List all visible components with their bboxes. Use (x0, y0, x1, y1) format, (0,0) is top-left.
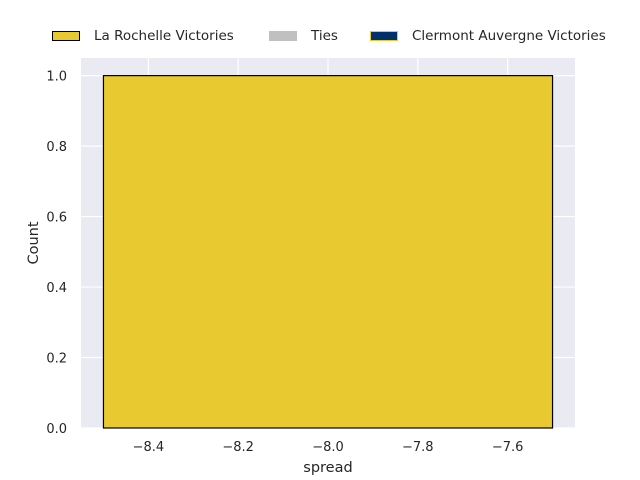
legend-item-clermont: Clermont Auvergne Victories (370, 26, 606, 46)
y-tick-label: 1.0 (46, 70, 67, 85)
y-tick-label: 0.0 (46, 422, 67, 437)
bar (102, 75, 554, 429)
legend-label-ties: Ties (311, 28, 338, 44)
x-tick-label: −7.6 (492, 440, 524, 455)
y-tick-label: 0.4 (46, 281, 67, 296)
y-axis-label: Count (26, 221, 42, 264)
legend: La Rochelle Victories Ties Clermont Auve… (0, 26, 640, 48)
legend-swatch-clermont (370, 31, 398, 41)
y-tick-label: 0.6 (46, 211, 67, 226)
legend-item-ties: Ties (269, 26, 338, 46)
legend-item-la-rochelle: La Rochelle Victories (52, 26, 234, 46)
legend-swatch-la-rochelle (52, 31, 80, 41)
x-tick-label: −8.4 (133, 440, 165, 455)
y-tick-label: 0.2 (46, 352, 67, 367)
legend-swatch-ties (269, 31, 297, 41)
x-tick-label: −8.2 (222, 440, 254, 455)
x-tick-label: −8.0 (312, 440, 344, 455)
x-tick-label: −7.8 (402, 440, 434, 455)
legend-label-clermont: Clermont Auvergne Victories (412, 28, 606, 44)
y-tick-label: 0.8 (46, 140, 67, 155)
x-axis-label: spread (303, 460, 352, 476)
legend-label-la-rochelle: La Rochelle Victories (94, 28, 234, 44)
